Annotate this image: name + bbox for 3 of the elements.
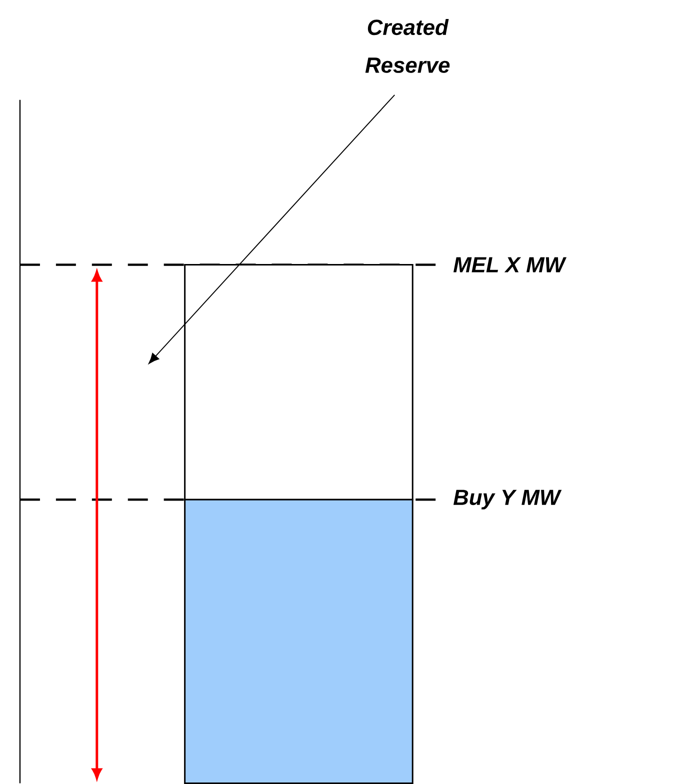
text: Created Reserve <box>365 18 450 73</box>
ref-line-label: Buy Y MW <box>453 490 562 510</box>
ref-line-label: MEL X MW <box>453 257 566 272</box>
